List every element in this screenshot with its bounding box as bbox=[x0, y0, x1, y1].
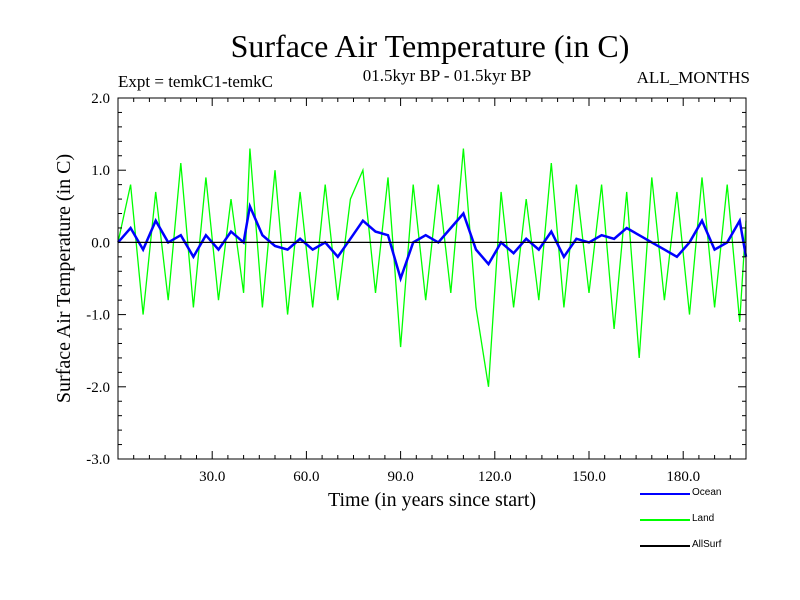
experiment-label: Expt = temkC1-temkC bbox=[118, 72, 274, 91]
series-line-land bbox=[117, 148, 747, 387]
y-tick-label: -3.0 bbox=[86, 452, 110, 468]
x-tick-label: 120.0 bbox=[478, 469, 512, 485]
x-tick-label: 90.0 bbox=[387, 469, 413, 485]
y-tick-label: 0.0 bbox=[91, 235, 110, 251]
months-label: ALL_MONTHS bbox=[636, 68, 750, 87]
series-line-ocean bbox=[117, 201, 748, 283]
y-tick-label: 1.0 bbox=[91, 163, 110, 179]
y-tick-label: -1.0 bbox=[86, 308, 110, 324]
y-tick-label: -2.0 bbox=[86, 380, 110, 396]
series-layer bbox=[117, 148, 748, 387]
legend-swatch-allsurf bbox=[640, 545, 690, 547]
x-tick-label: 180.0 bbox=[666, 469, 700, 485]
y-tick-label: 2.0 bbox=[91, 91, 110, 107]
plot-frame bbox=[117, 97, 747, 460]
legend-label-ocean: Ocean bbox=[692, 487, 722, 498]
chart-title: Surface Air Temperature (in C) bbox=[230, 28, 630, 64]
legend-label-land: Land bbox=[692, 513, 715, 524]
legend-label-allsurf: AllSurf bbox=[692, 539, 722, 550]
y-axis-label: Surface Air Temperature (in C) bbox=[53, 154, 75, 403]
legend-item-ocean: Ocean bbox=[640, 484, 760, 504]
legend-swatch-ocean bbox=[640, 493, 690, 495]
x-axis-label: Time (in years since start) bbox=[328, 489, 536, 511]
x-tick-label: 150.0 bbox=[572, 469, 606, 485]
tick-layer: 30.0 60.0 90.0 120.0 150.0 180.0 2.0 1.0 0.0 -1.0… bbox=[86, 91, 746, 485]
legend-swatch-land bbox=[640, 519, 690, 521]
legend-item-allsurf: AllSurf bbox=[640, 536, 760, 556]
legend-item-land: Land bbox=[640, 510, 760, 530]
period-label: 01.5kyr BP - 01.5kyr BP bbox=[362, 66, 532, 85]
x-tick-label: 30.0 bbox=[199, 469, 225, 485]
x-tick-label: 60.0 bbox=[293, 469, 319, 485]
